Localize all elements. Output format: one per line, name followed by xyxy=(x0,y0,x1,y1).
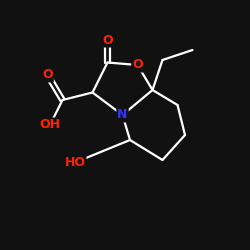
Text: O: O xyxy=(42,68,53,82)
Text: O: O xyxy=(132,58,143,71)
Text: HO: HO xyxy=(64,156,86,169)
Text: O: O xyxy=(102,34,113,46)
Text: OH: OH xyxy=(40,118,60,132)
Text: N: N xyxy=(117,108,128,122)
